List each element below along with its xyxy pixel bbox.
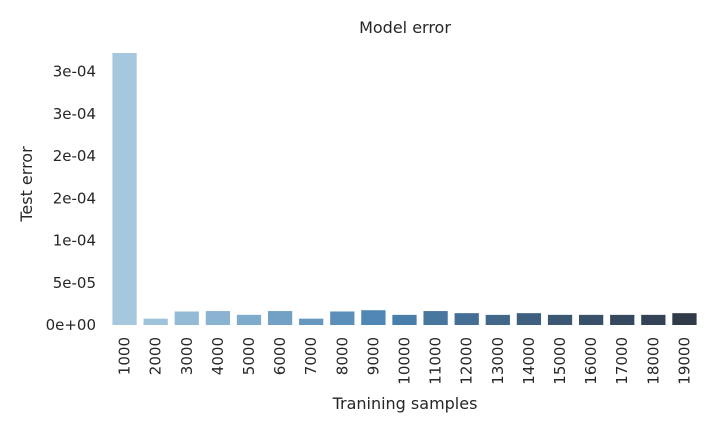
y-tick-label: 3e-04 bbox=[53, 105, 96, 123]
x-tick-label: 4000 bbox=[209, 337, 227, 375]
x-tick-label: 10000 bbox=[396, 337, 414, 385]
bar-14000 bbox=[516, 313, 542, 325]
bar-17000 bbox=[610, 314, 635, 325]
y-tick-label: 2e-04 bbox=[53, 147, 96, 165]
bar-3000 bbox=[174, 311, 199, 325]
bar-5000 bbox=[236, 314, 262, 325]
bar-6000 bbox=[267, 311, 293, 325]
bar-10000 bbox=[392, 314, 417, 325]
x-axis-label: Tranining samples bbox=[332, 394, 478, 413]
bar-11000 bbox=[423, 311, 448, 325]
x-tick-label: 19000 bbox=[675, 337, 693, 385]
x-tick-label: 12000 bbox=[458, 337, 476, 385]
bar-4000 bbox=[205, 311, 230, 325]
bar-9000 bbox=[361, 310, 386, 325]
chart-title: Model error bbox=[359, 18, 451, 37]
bar-8000 bbox=[330, 311, 355, 325]
bar-15000 bbox=[547, 314, 573, 325]
x-tick-label: 18000 bbox=[644, 337, 662, 385]
x-tick-label: 7000 bbox=[302, 337, 320, 375]
bar-1000 bbox=[112, 53, 137, 325]
x-tick-label: 2000 bbox=[147, 337, 165, 375]
y-tick-label: 5e-05 bbox=[53, 274, 96, 292]
x-tick-label: 6000 bbox=[271, 337, 289, 375]
bar-19000 bbox=[672, 313, 697, 325]
y-tick-label: 0e+00 bbox=[46, 316, 96, 334]
x-tick-label: 15000 bbox=[551, 337, 569, 385]
x-tick-label: 9000 bbox=[364, 337, 382, 375]
x-tick-label: 8000 bbox=[333, 337, 351, 375]
x-tick-label: 11000 bbox=[427, 337, 445, 385]
y-axis: 0e+00 5e-05 1e-04 2e-04 2e-04 3e-04 3e-04 bbox=[46, 63, 96, 334]
x-axis: 1000 2000 3000 4000 5000 6000 7000 8000 9000 1000… bbox=[116, 337, 694, 385]
x-tick-label: 13000 bbox=[489, 337, 507, 385]
y-axis-label: Test error bbox=[17, 146, 36, 223]
x-tick-label: 14000 bbox=[520, 337, 538, 385]
y-tick-label: 2e-04 bbox=[53, 189, 96, 207]
x-tick-label: 17000 bbox=[613, 337, 631, 385]
x-tick-label: 5000 bbox=[240, 337, 258, 375]
bar-18000 bbox=[641, 314, 666, 325]
bar-13000 bbox=[485, 314, 510, 325]
bar-16000 bbox=[579, 314, 604, 325]
y-tick-label: 1e-04 bbox=[53, 232, 96, 250]
bar-2000 bbox=[143, 318, 168, 325]
x-tick-label: 3000 bbox=[178, 337, 196, 375]
x-tick-label: 1000 bbox=[116, 337, 134, 375]
x-tick-label: 16000 bbox=[582, 337, 600, 385]
bar-7000 bbox=[299, 318, 324, 325]
bar-12000 bbox=[454, 313, 479, 325]
bars bbox=[112, 53, 697, 325]
y-tick-label: 3e-04 bbox=[53, 63, 96, 81]
